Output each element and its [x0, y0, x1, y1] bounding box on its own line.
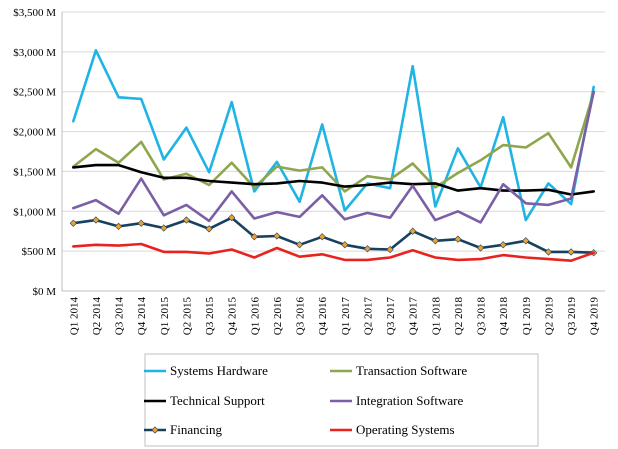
- x-tick-label: Q1 2016: [249, 297, 261, 336]
- data-point-financing: [69, 219, 77, 227]
- legend: Systems Hardware Transaction Software Tech…: [144, 353, 539, 447]
- y-tick-labels: $0 M $500 M $1,000 M $1,500 M $2,000 M $2,500…: [13, 7, 56, 298]
- data-point-financing: [499, 241, 507, 249]
- data-point-financing: [114, 222, 123, 231]
- legend-label-technical-support: Technical Support: [170, 393, 265, 408]
- data-point-financing: [137, 219, 145, 227]
- x-tick-label: Q1 2019: [521, 297, 533, 336]
- series-line-technical-support: [72, 163, 596, 196]
- x-tick-label: Q4 2018: [498, 297, 510, 336]
- x-tick-label: Q4 2017: [408, 297, 420, 336]
- data-point-financing: [182, 216, 191, 224]
- data-point-financing: [363, 245, 372, 253]
- x-tick-label: Q3 2016: [295, 297, 307, 336]
- y-tick-label: $3,000 M: [13, 47, 56, 59]
- x-tick-labels: Q1 2014 Q2 2014 Q3 2014 Q4 2014 Q1 2015 Q2 20…: [68, 297, 600, 336]
- axes: [61, 12, 605, 292]
- x-tick-label: Q4 2019: [589, 297, 601, 336]
- data-point-financing: [476, 244, 485, 252]
- series-line-operating-systems: [72, 242, 596, 263]
- series-line-integration-software: [72, 90, 596, 224]
- x-tick-label: Q1 2018: [430, 297, 442, 336]
- data-point-financing: [386, 245, 394, 254]
- data-point-financing: [544, 248, 553, 256]
- data-point-financing: [228, 214, 236, 222]
- series-line-transaction-software: [72, 91, 596, 193]
- x-tick-label: Q4 2015: [227, 297, 239, 336]
- legend-label-integration-software: Integration Software: [356, 393, 463, 408]
- x-tick-label: Q2 2018: [453, 297, 465, 336]
- data-point-financing: [567, 248, 575, 256]
- y-tick-label: $500 M: [21, 246, 56, 258]
- x-tick-label: Q1 2017: [340, 297, 352, 336]
- y-tick-label: $2,000 M: [13, 127, 56, 139]
- data-point-financing: [273, 232, 281, 240]
- x-tick-label: Q2 2019: [543, 297, 555, 336]
- x-tick-label: Q3 2014: [114, 297, 126, 336]
- data-point-financing: [454, 235, 462, 243]
- y-tick-label: $2,500 M: [13, 87, 56, 99]
- data-point-financing: [205, 225, 213, 233]
- legend-marker-financing: [151, 426, 159, 434]
- x-tick-label: Q1 2014: [68, 297, 80, 336]
- x-tick-label: Q2 2016: [272, 297, 284, 336]
- y-tick-label: $1,000 M: [13, 206, 56, 218]
- legend-label-systems-hardware: Systems Hardware: [170, 363, 268, 378]
- data-point-financing: [250, 233, 258, 241]
- data-point-financing: [318, 233, 326, 241]
- y-tick-label: $1,500 M: [13, 166, 56, 178]
- data-point-financing: [341, 241, 349, 249]
- x-tick-label: Q2 2014: [91, 297, 103, 336]
- data-point-financing: [431, 237, 439, 245]
- data-point-financing: [295, 241, 304, 249]
- x-tick-label: Q1 2015: [159, 297, 171, 336]
- data-point-financing: [160, 224, 168, 232]
- data-point-financing: [522, 237, 530, 245]
- x-tick-label: Q2 2017: [362, 297, 374, 336]
- y-tick-label: $0 M: [32, 286, 56, 298]
- x-tick-label: Q4 2014: [136, 297, 148, 336]
- data-point-financing: [92, 216, 100, 224]
- series-lines: [69, 48, 598, 263]
- series-line-systems-hardware: [72, 48, 596, 222]
- x-tick-label: Q2 2015: [181, 297, 193, 336]
- x-tick-label: Q3 2019: [566, 297, 578, 336]
- legend-label-operating-systems: Operating Systems: [356, 422, 455, 437]
- y-tick-label: $3,500 M: [13, 7, 56, 19]
- data-point-financing: [409, 227, 417, 235]
- x-tick-label: Q3 2018: [476, 297, 488, 336]
- x-tick-label: Q3 2017: [385, 297, 397, 336]
- legend-label-transaction-software: Transaction Software: [356, 363, 467, 378]
- x-tick-label: Q3 2015: [204, 297, 216, 336]
- legend-label-financing: Financing: [170, 422, 222, 437]
- series-line-financing: [72, 216, 596, 254]
- x-tick-label: Q4 2016: [317, 297, 329, 336]
